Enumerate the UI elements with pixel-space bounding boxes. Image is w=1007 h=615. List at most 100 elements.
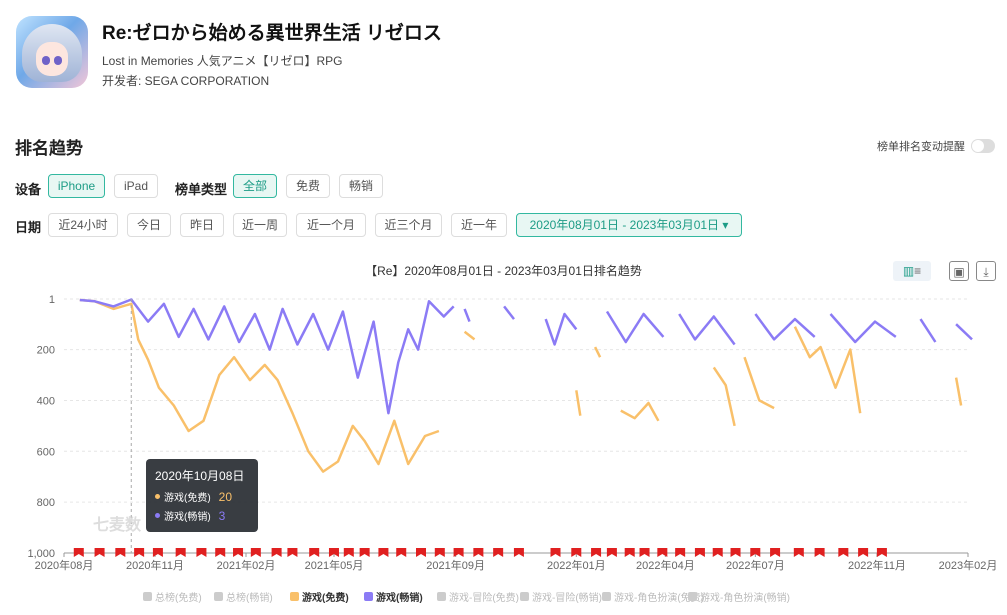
event-marker[interactable]	[550, 548, 561, 557]
event-marker[interactable]	[453, 548, 464, 557]
list-icon[interactable]: ≡	[914, 264, 922, 278]
legend-label: 游戏-角色扮演(免费)	[614, 593, 704, 604]
toggle-switch[interactable]	[971, 139, 995, 153]
event-marker[interactable]	[73, 548, 84, 557]
event-marker[interactable]	[814, 548, 825, 557]
x-tick-label: 2022年01月	[547, 558, 606, 572]
event-marker[interactable]	[359, 548, 370, 557]
list-type-all-button[interactable]: 全部	[233, 174, 277, 198]
range-month-button[interactable]: 近一个月	[296, 213, 366, 237]
event-marker[interactable]	[271, 548, 282, 557]
event-marker[interactable]	[657, 548, 668, 557]
event-marker[interactable]	[233, 548, 244, 557]
range-today-button[interactable]: 今日	[127, 213, 171, 237]
x-tick-label: 2021年02月	[217, 558, 276, 572]
y-tick-label: 1,000	[27, 548, 55, 560]
range-year-button[interactable]: 近一年	[451, 213, 507, 237]
event-marker[interactable]	[152, 548, 163, 557]
event-marker[interactable]	[175, 548, 186, 557]
tooltip-date: 2020年10月08日	[155, 469, 245, 483]
range-24h-button[interactable]: 近24小时	[48, 213, 118, 237]
event-marker[interactable]	[750, 548, 761, 557]
legend-item[interactable]: 总榜(免费)	[143, 589, 202, 604]
app-icon	[16, 16, 88, 88]
event-marker[interactable]	[730, 548, 741, 557]
range-week-button[interactable]: 近一周	[233, 213, 287, 237]
device-iphone-button[interactable]: iPhone	[48, 174, 105, 198]
event-marker[interactable]	[378, 548, 389, 557]
event-marker[interactable]	[287, 548, 298, 557]
series-grossing-line	[955, 323, 973, 341]
tooltip-dot	[155, 494, 160, 499]
download-icon[interactable]: ⤓	[976, 261, 996, 281]
event-marker[interactable]	[675, 548, 686, 557]
legend-swatch	[290, 592, 299, 601]
event-marker[interactable]	[115, 548, 126, 557]
range-yesterday-button[interactable]: 昨日	[180, 213, 224, 237]
series-free-line	[743, 356, 775, 410]
event-marker[interactable]	[328, 548, 339, 557]
legend-swatch	[520, 592, 529, 601]
tooltip-row-free: 游戏(免费) 20	[155, 489, 232, 504]
tooltip-value: 20	[218, 489, 233, 504]
event-marker[interactable]	[606, 548, 617, 557]
legend-item[interactable]: 游戏-冒险(畅销)	[520, 589, 602, 604]
event-marker[interactable]	[858, 548, 869, 557]
legend-swatch	[364, 592, 373, 601]
event-marker[interactable]	[624, 548, 635, 557]
range-3month-button[interactable]: 近三个月	[375, 213, 442, 237]
series-free-line	[575, 390, 582, 416]
y-tick-label: 800	[37, 497, 55, 509]
app-title: Re:ゼロから始める異世界生活 リゼロス	[102, 23, 442, 44]
x-tick-label: 2020年11月	[126, 558, 184, 572]
legend-item[interactable]: 游戏(畅销)	[364, 589, 423, 604]
event-marker[interactable]	[793, 548, 804, 557]
event-marker[interactable]	[513, 548, 524, 557]
event-marker[interactable]	[770, 548, 781, 557]
date-range-picker[interactable]: 2020年08月01日 - 2023年03月01日 ▾	[516, 213, 742, 237]
app-developer: 开发者: SEGA CORPORATION	[102, 74, 270, 88]
event-marker[interactable]	[416, 548, 427, 557]
rank-alert-toggle[interactable]: 榜单排名变动提醒	[877, 138, 995, 154]
event-marker[interactable]	[876, 548, 887, 557]
event-marker[interactable]	[694, 548, 705, 557]
y-tick-label: 1	[49, 294, 55, 306]
event-marker[interactable]	[343, 548, 354, 557]
legend-label: 游戏-冒险(免费)	[449, 593, 519, 604]
legend-swatch	[214, 592, 223, 601]
event-marker[interactable]	[571, 548, 582, 557]
event-marker[interactable]	[250, 548, 261, 557]
series-free-line	[793, 326, 862, 414]
device-ipad-button[interactable]: iPad	[114, 174, 158, 198]
x-tick-label: 2023年02月	[939, 558, 998, 572]
save-image-icon[interactable]: ▣	[949, 261, 969, 281]
legend-item[interactable]: 游戏(免费)	[290, 589, 349, 604]
y-tick-label: 600	[37, 446, 55, 458]
event-marker[interactable]	[396, 548, 407, 557]
bar-chart-icon[interactable]: ▥	[902, 264, 915, 278]
tooltip-dot	[155, 513, 160, 518]
chart-view-toggle[interactable]: ▥≡	[893, 261, 931, 281]
event-marker[interactable]	[712, 548, 723, 557]
event-marker[interactable]	[473, 548, 484, 557]
event-marker[interactable]	[591, 548, 602, 557]
event-marker[interactable]	[309, 548, 320, 557]
event-marker[interactable]	[493, 548, 504, 557]
event-marker[interactable]	[434, 548, 445, 557]
legend-item[interactable]: 游戏-角色扮演(免费)	[602, 589, 704, 604]
legend-item[interactable]: 游戏-角色扮演(畅销)	[688, 589, 790, 604]
toggle-label: 榜单排名变动提醒	[877, 141, 965, 153]
event-marker[interactable]	[196, 548, 207, 557]
event-marker[interactable]	[639, 548, 650, 557]
list-type-free-button[interactable]: 免费	[286, 174, 330, 198]
series-free-line	[712, 366, 736, 427]
event-marker[interactable]	[838, 548, 849, 557]
legend-label: 总榜(免费)	[155, 593, 202, 604]
legend-item[interactable]: 总榜(畅销)	[214, 589, 273, 604]
event-marker[interactable]	[215, 548, 226, 557]
event-marker[interactable]	[134, 548, 145, 557]
event-marker[interactable]	[94, 548, 105, 557]
series-free-line	[79, 298, 440, 473]
list-type-grossing-button[interactable]: 畅销	[339, 174, 383, 198]
legend-item[interactable]: 游戏-冒险(免费)	[437, 589, 519, 604]
